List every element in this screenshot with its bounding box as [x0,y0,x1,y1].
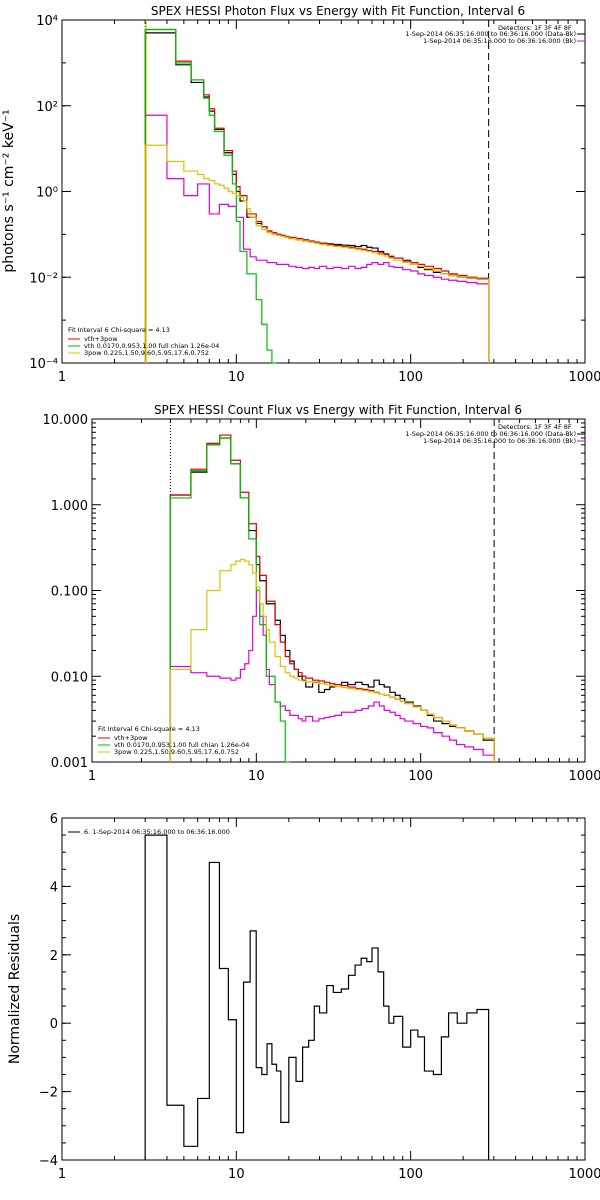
photon-header-legend: Detectors: 1F 3F 4F 8F 1-Sep-2014 06:35:… [405,24,585,45]
x-tick-label: 1000 [568,1167,600,1182]
series-3pow [144,144,490,363]
photon-fit-entry-pow: 3pow 0.225,1.50,9.60,5.95,17.6,0.752 [84,349,209,357]
residual-y-axis-label: Normalized Residuals [7,914,23,1064]
count-fit-entry-total: vth+3pow [114,734,148,742]
count-header-legend: Detectors: 1F 3F 4F 8F 1-Sep-2014 06:35:… [405,423,585,445]
y-tick-label: 0 [50,1017,58,1032]
y-tick-label: 10⁴ [36,14,58,29]
count-header-entry-data: 1-Sep-2014 06:35:16.000 to 06:36:16.000 … [405,430,576,438]
x-tick-label: 10 [228,370,245,385]
x-tick-label: 1000 [568,769,600,784]
residual-plot-frame [61,817,586,1161]
photon-header-entry-bk: 1-Sep-2014 06:35:16.000 to 06:36:16.000 … [423,37,576,45]
count-flux-panel: SPEX HESSI Count Flux vs Energy with Fit… [43,403,600,784]
count-header-entry-bk: 1-Sep-2014 06:35:16.000 to 06:36:16.000 … [423,437,576,445]
photon-header-entry-data: 1-Sep-2014 06:35:16.000 to 06:36:16.000 … [405,30,576,38]
x-tick-label: 100 [398,370,423,385]
photon-fit-entry-vth: vth 0.0170,0.953,1.00 full chian 1.26e-0… [84,342,219,350]
series-data-minus-background [144,834,490,1160]
x-tick-label: 10 [228,1167,245,1182]
y-tick-label: 0.010 [51,670,88,685]
series-vth-3pow [169,434,495,762]
x-tick-label: 1 [58,370,66,385]
photon-panel-title: SPEX HESSI Photon Flux vs Energy with Fi… [151,4,525,18]
y-tick-label: −4 [39,1154,58,1169]
photon-plot-frame [61,19,586,364]
x-tick-label: 100 [408,769,433,784]
count-plot-frame [91,418,586,763]
x-tick-label: 1 [88,769,96,784]
series-vth [169,437,290,763]
series-vth-3pow [144,28,490,363]
photon-fit-legend: Fit Interval 6 Chi-square = 4.13 vth+3po… [68,326,219,357]
count-fit-entry-vth: vth 0.0170,0.953,1.00 full chian 1.26e-0… [114,741,249,749]
y-tick-label: −2 [39,1086,58,1101]
series-3pow [169,558,495,762]
count-fit-header: Fit Interval 6 Chi-square = 4.13 [98,725,200,733]
series-vth [144,28,277,364]
y-tick-label: 4 [50,880,58,895]
y-tick-label: 6 [50,812,58,827]
x-tick-label: 1000 [568,370,600,385]
count-fit-legend: Fit Interval 6 Chi-square = 4.13 vth+3po… [98,725,249,756]
y-tick-label: 2 [50,949,58,964]
y-tick-label: 10.000 [43,413,89,428]
series-data-minus-background [144,32,490,363]
residual-legend: 6. 1-Sep-2014 06:35:16.000 to 06:36:16.0… [68,828,230,836]
y-tick-label: 0.100 [51,585,88,600]
x-tick-label: 10 [248,769,265,784]
series-background [144,114,490,363]
y-tick-label: 10² [36,100,58,115]
count-detectors-label: Detectors: 1F 3F 4F 8F [498,423,572,431]
photon-fit-entry-total: vth+3pow [84,335,118,343]
series-background [169,589,495,762]
count-fit-entry-pow: 3pow 0.225,1.50,9.60,5.95,17.6,0.752 [114,748,239,756]
residuals-panel: Normalized Residuals 1 10 100 1000−4−20246 … [7,812,600,1182]
photon-detectors-label: Detectors: 1F 3F 4F 8F [498,24,572,32]
y-tick-label: 10⁰ [36,186,58,201]
y-tick-label: 10⁻⁴ [29,357,58,372]
x-tick-label: 1 [58,1167,66,1182]
photon-flux-panel: SPEX HESSI Photon Flux vs Energy with Fi… [1,4,600,385]
count-panel-title: SPEX HESSI Count Flux vs Energy with Fit… [154,403,522,417]
x-tick-label: 100 [398,1167,423,1182]
residual-legend-entry: 6. 1-Sep-2014 06:35:16.000 to 06:36:16.0… [84,828,230,836]
photon-fit-header: Fit Interval 6 Chi-square = 4.13 [68,326,170,334]
series-data-minus-background [169,437,495,762]
photon-y-axis-label: photons s⁻¹ cm⁻² keV⁻¹ [1,109,17,272]
y-tick-label: 1.000 [51,499,88,514]
y-tick-label: 0.001 [51,756,88,771]
y-tick-label: 10⁻² [29,271,58,286]
